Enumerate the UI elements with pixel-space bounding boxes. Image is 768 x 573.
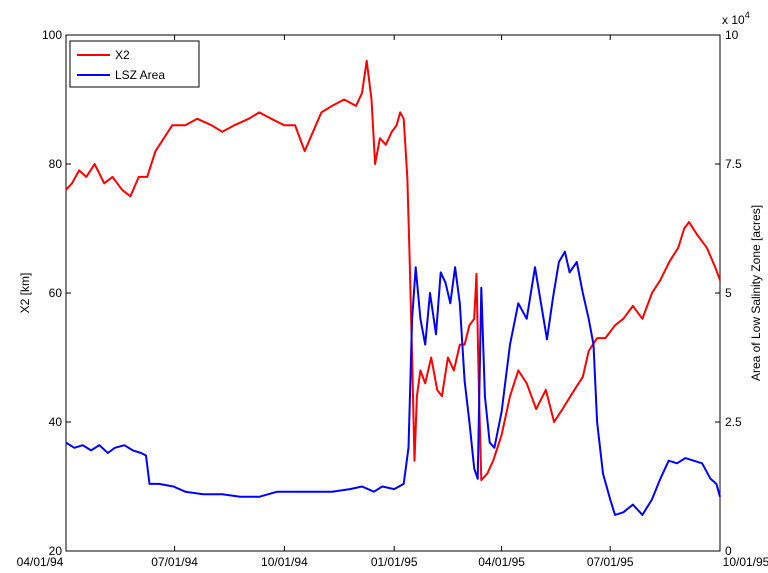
y-axis-left-title: X2 [km] [18, 273, 32, 314]
legend-box [69, 40, 200, 88]
series-layer [65, 59, 721, 516]
y-tick-label-left: 60 [49, 286, 63, 300]
x-tick-label: 04/01/94 [17, 555, 64, 569]
plot-area-frame [65, 34, 721, 552]
y-tick-label-left: 100 [42, 28, 62, 42]
y-axis-right-exponent-base: x 10 [722, 13, 745, 27]
y-tick-label-right: 0 [725, 544, 732, 558]
y-tick-label-right: 5 [725, 286, 732, 300]
x-tick-label: 01/01/95 [371, 555, 418, 569]
y-tick-label-right: 2.5 [725, 415, 742, 429]
y-tick-label-right: 7.5 [725, 157, 742, 171]
y-tick-label-left: 40 [49, 415, 63, 429]
x-tick-label: 04/01/95 [478, 555, 525, 569]
y-axis-right-exponent: x 104 [722, 10, 750, 27]
legend-label-x2: X2 [115, 48, 130, 62]
x-tick-label: 07/01/95 [587, 555, 634, 569]
series-line-lsz-area [65, 250, 721, 516]
legend: X2 LSZ Area [69, 40, 200, 88]
series-line-x2 [65, 59, 721, 482]
y-axis-right-exponent-power: 4 [745, 10, 750, 20]
x-tick-label: 10/01/94 [261, 555, 308, 569]
y-axis-right-title: Area of Low Salinity Zone [acres] [749, 205, 763, 381]
x-axis: 04/01/94 07/01/94 10/01/94 01/01/95 04/01/95… [17, 35, 768, 569]
legend-label-lsz-area: LSZ Area [115, 68, 165, 82]
y-tick-label-left: 20 [49, 544, 63, 558]
y-axis-right: 0 2.5 5 7.5 10 [715, 28, 742, 558]
y-tick-label-left: 80 [49, 157, 63, 171]
y-tick-label-right: 10 [725, 28, 739, 42]
x-tick-label: 10/01/95 [723, 555, 768, 569]
y-axis-left: 20 40 60 80 100 [42, 28, 71, 558]
x-tick-label: 07/01/94 [151, 555, 198, 569]
